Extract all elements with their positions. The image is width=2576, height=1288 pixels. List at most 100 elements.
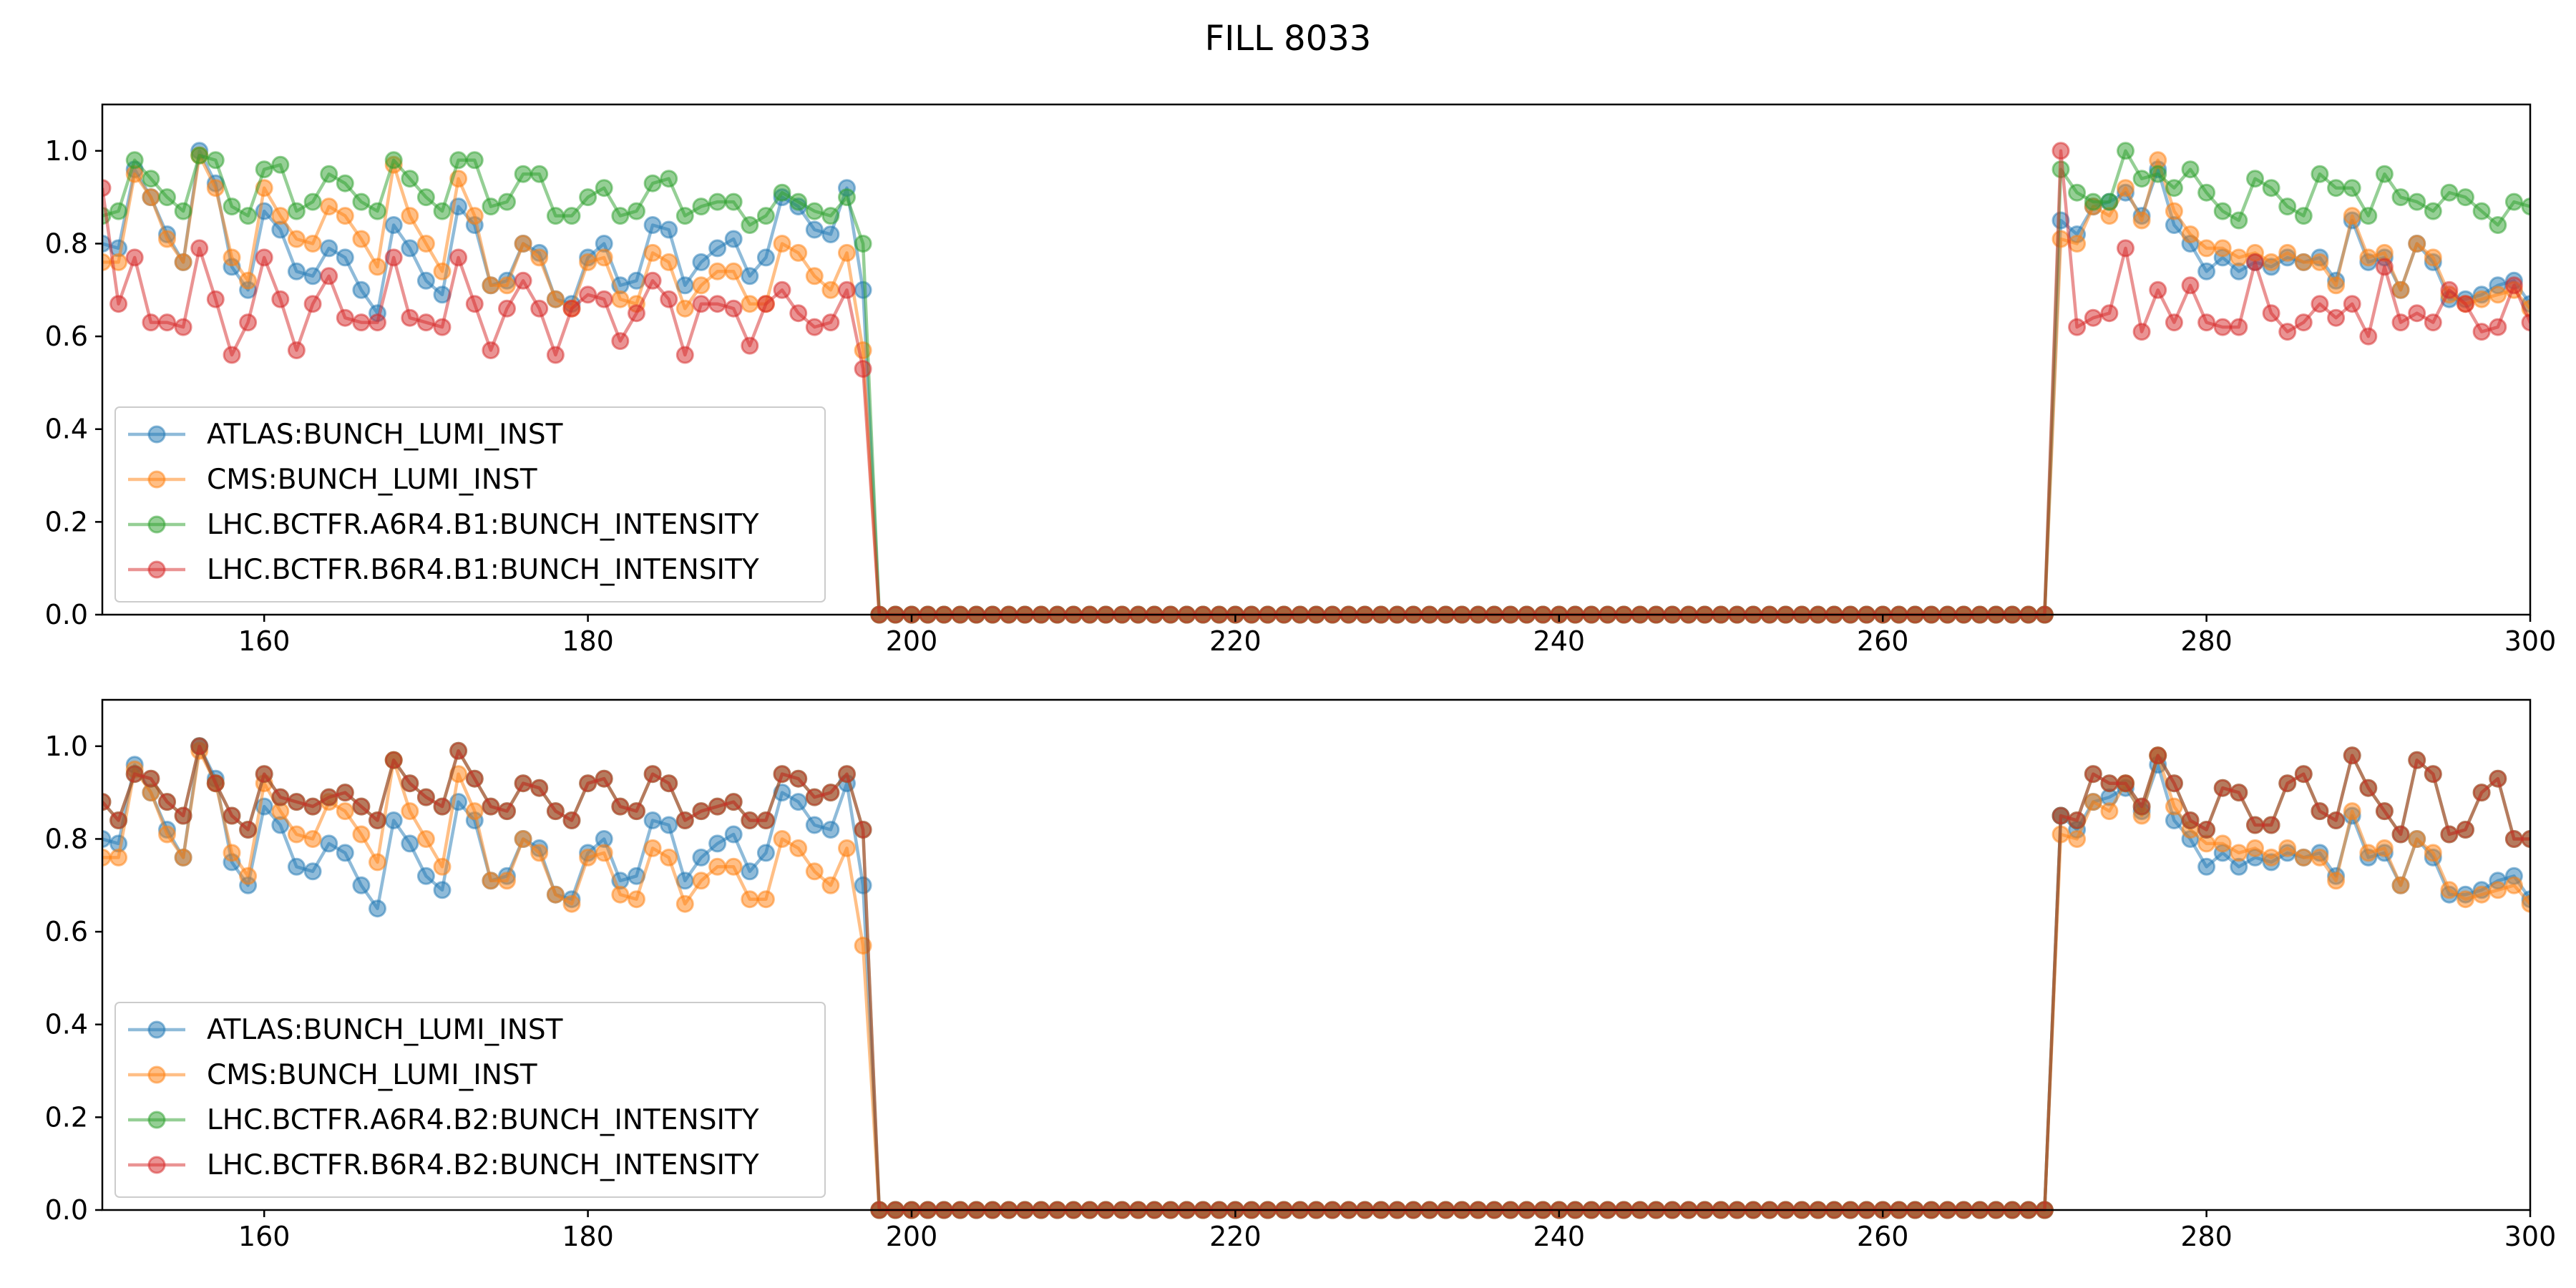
- data-point: [352, 230, 371, 248]
- data-point: [530, 844, 549, 862]
- data-point: [158, 825, 176, 844]
- data-point: [2521, 830, 2530, 848]
- data-point: [2343, 802, 2361, 821]
- data-point: [773, 183, 791, 202]
- data-point: [287, 857, 306, 876]
- data-point: [206, 774, 225, 793]
- data-point: [2197, 313, 2216, 332]
- data-point: [2230, 784, 2248, 802]
- legend-label: ATLAS:BUNCH_LUMI_INST: [207, 1014, 563, 1046]
- legend-marker: [147, 1111, 166, 1129]
- data-point: [158, 793, 176, 811]
- y-tick-label: 0.6: [45, 916, 88, 947]
- data-point: [724, 299, 743, 318]
- data-point: [741, 216, 759, 234]
- data-point: [854, 821, 872, 839]
- data-point: [2343, 746, 2361, 765]
- data-point: [2230, 318, 2248, 336]
- data-point: [741, 811, 759, 829]
- data-point: [805, 862, 824, 881]
- data-point: [223, 346, 241, 364]
- data-point: [854, 280, 872, 299]
- data-point: [223, 806, 241, 825]
- data-point: [336, 784, 354, 802]
- data-point: [611, 885, 630, 904]
- data-point: [498, 802, 516, 821]
- data-point: [708, 295, 727, 313]
- data-point: [2278, 197, 2297, 216]
- data-point: [416, 188, 435, 207]
- data-point: [369, 202, 386, 220]
- data-point: [2149, 165, 2167, 183]
- data-point: [2213, 834, 2232, 853]
- legend-item: CMS:BUNCH_LUMI_INST: [128, 464, 537, 496]
- data-point: [838, 765, 856, 784]
- data-point: [756, 890, 775, 909]
- data-point: [369, 811, 386, 829]
- data-point: [643, 243, 662, 262]
- data-point: [2132, 211, 2151, 230]
- data-point: [401, 802, 419, 821]
- data-point: [2294, 313, 2313, 332]
- data-point: [2472, 202, 2491, 220]
- data-point: [756, 811, 775, 829]
- data-point: [239, 313, 258, 332]
- data-point: [416, 235, 435, 253]
- data-point: [708, 239, 727, 258]
- data-point: [433, 202, 452, 220]
- y-tick-label: 0.2: [45, 1101, 88, 1133]
- x-tick-label: 300: [2504, 625, 2557, 657]
- data-point: [821, 876, 840, 894]
- data-point: [2489, 769, 2507, 788]
- data-point: [643, 216, 662, 234]
- data-point: [789, 793, 808, 811]
- data-point: [416, 271, 435, 290]
- data-point: [2230, 211, 2248, 230]
- data-point: [2213, 239, 2232, 258]
- legend-marker: [147, 425, 166, 444]
- data-point: [2457, 821, 2474, 839]
- data-point: [2051, 230, 2070, 248]
- data-point: [821, 207, 840, 225]
- data-point: [2213, 318, 2232, 336]
- data-point: [595, 844, 613, 862]
- data-point: [384, 751, 403, 769]
- data-point: [805, 788, 824, 806]
- data-point: [2294, 848, 2313, 867]
- data-point: [838, 839, 856, 857]
- data-point: [546, 290, 565, 308]
- data-point: [2391, 280, 2410, 299]
- data-point: [303, 235, 322, 253]
- data-point: [643, 271, 662, 290]
- legend-label: CMS:BUNCH_LUMI_INST: [207, 464, 537, 496]
- data-point: [611, 207, 630, 225]
- data-point: [303, 830, 322, 848]
- y-tick-label: 0.6: [45, 321, 88, 352]
- data-point: [465, 802, 484, 821]
- data-point: [2375, 258, 2394, 276]
- data-point: [611, 332, 630, 351]
- data-point: [498, 872, 516, 890]
- data-point: [546, 885, 565, 904]
- legend-marker: [147, 560, 166, 579]
- data-point: [2457, 295, 2474, 313]
- data-point: [352, 825, 371, 844]
- data-point: [530, 779, 549, 797]
- data-point: [789, 769, 808, 788]
- data-point: [579, 286, 597, 304]
- data-point: [174, 318, 192, 336]
- data-point: [352, 280, 371, 299]
- x-tick-label: 220: [1209, 625, 1262, 657]
- data-point: [628, 202, 645, 220]
- legend-item: LHC.BCTFR.A6R4.B2:BUNCH_INTENSITY: [128, 1104, 759, 1136]
- data-point: [303, 192, 322, 211]
- data-point: [643, 765, 662, 784]
- data-point: [2084, 308, 2102, 327]
- data-point: [514, 165, 532, 183]
- data-point: [675, 346, 694, 364]
- data-point: [2084, 192, 2102, 211]
- data-point: [498, 192, 516, 211]
- data-point: [514, 235, 532, 253]
- data-point: [773, 830, 791, 848]
- data-point: [174, 202, 192, 220]
